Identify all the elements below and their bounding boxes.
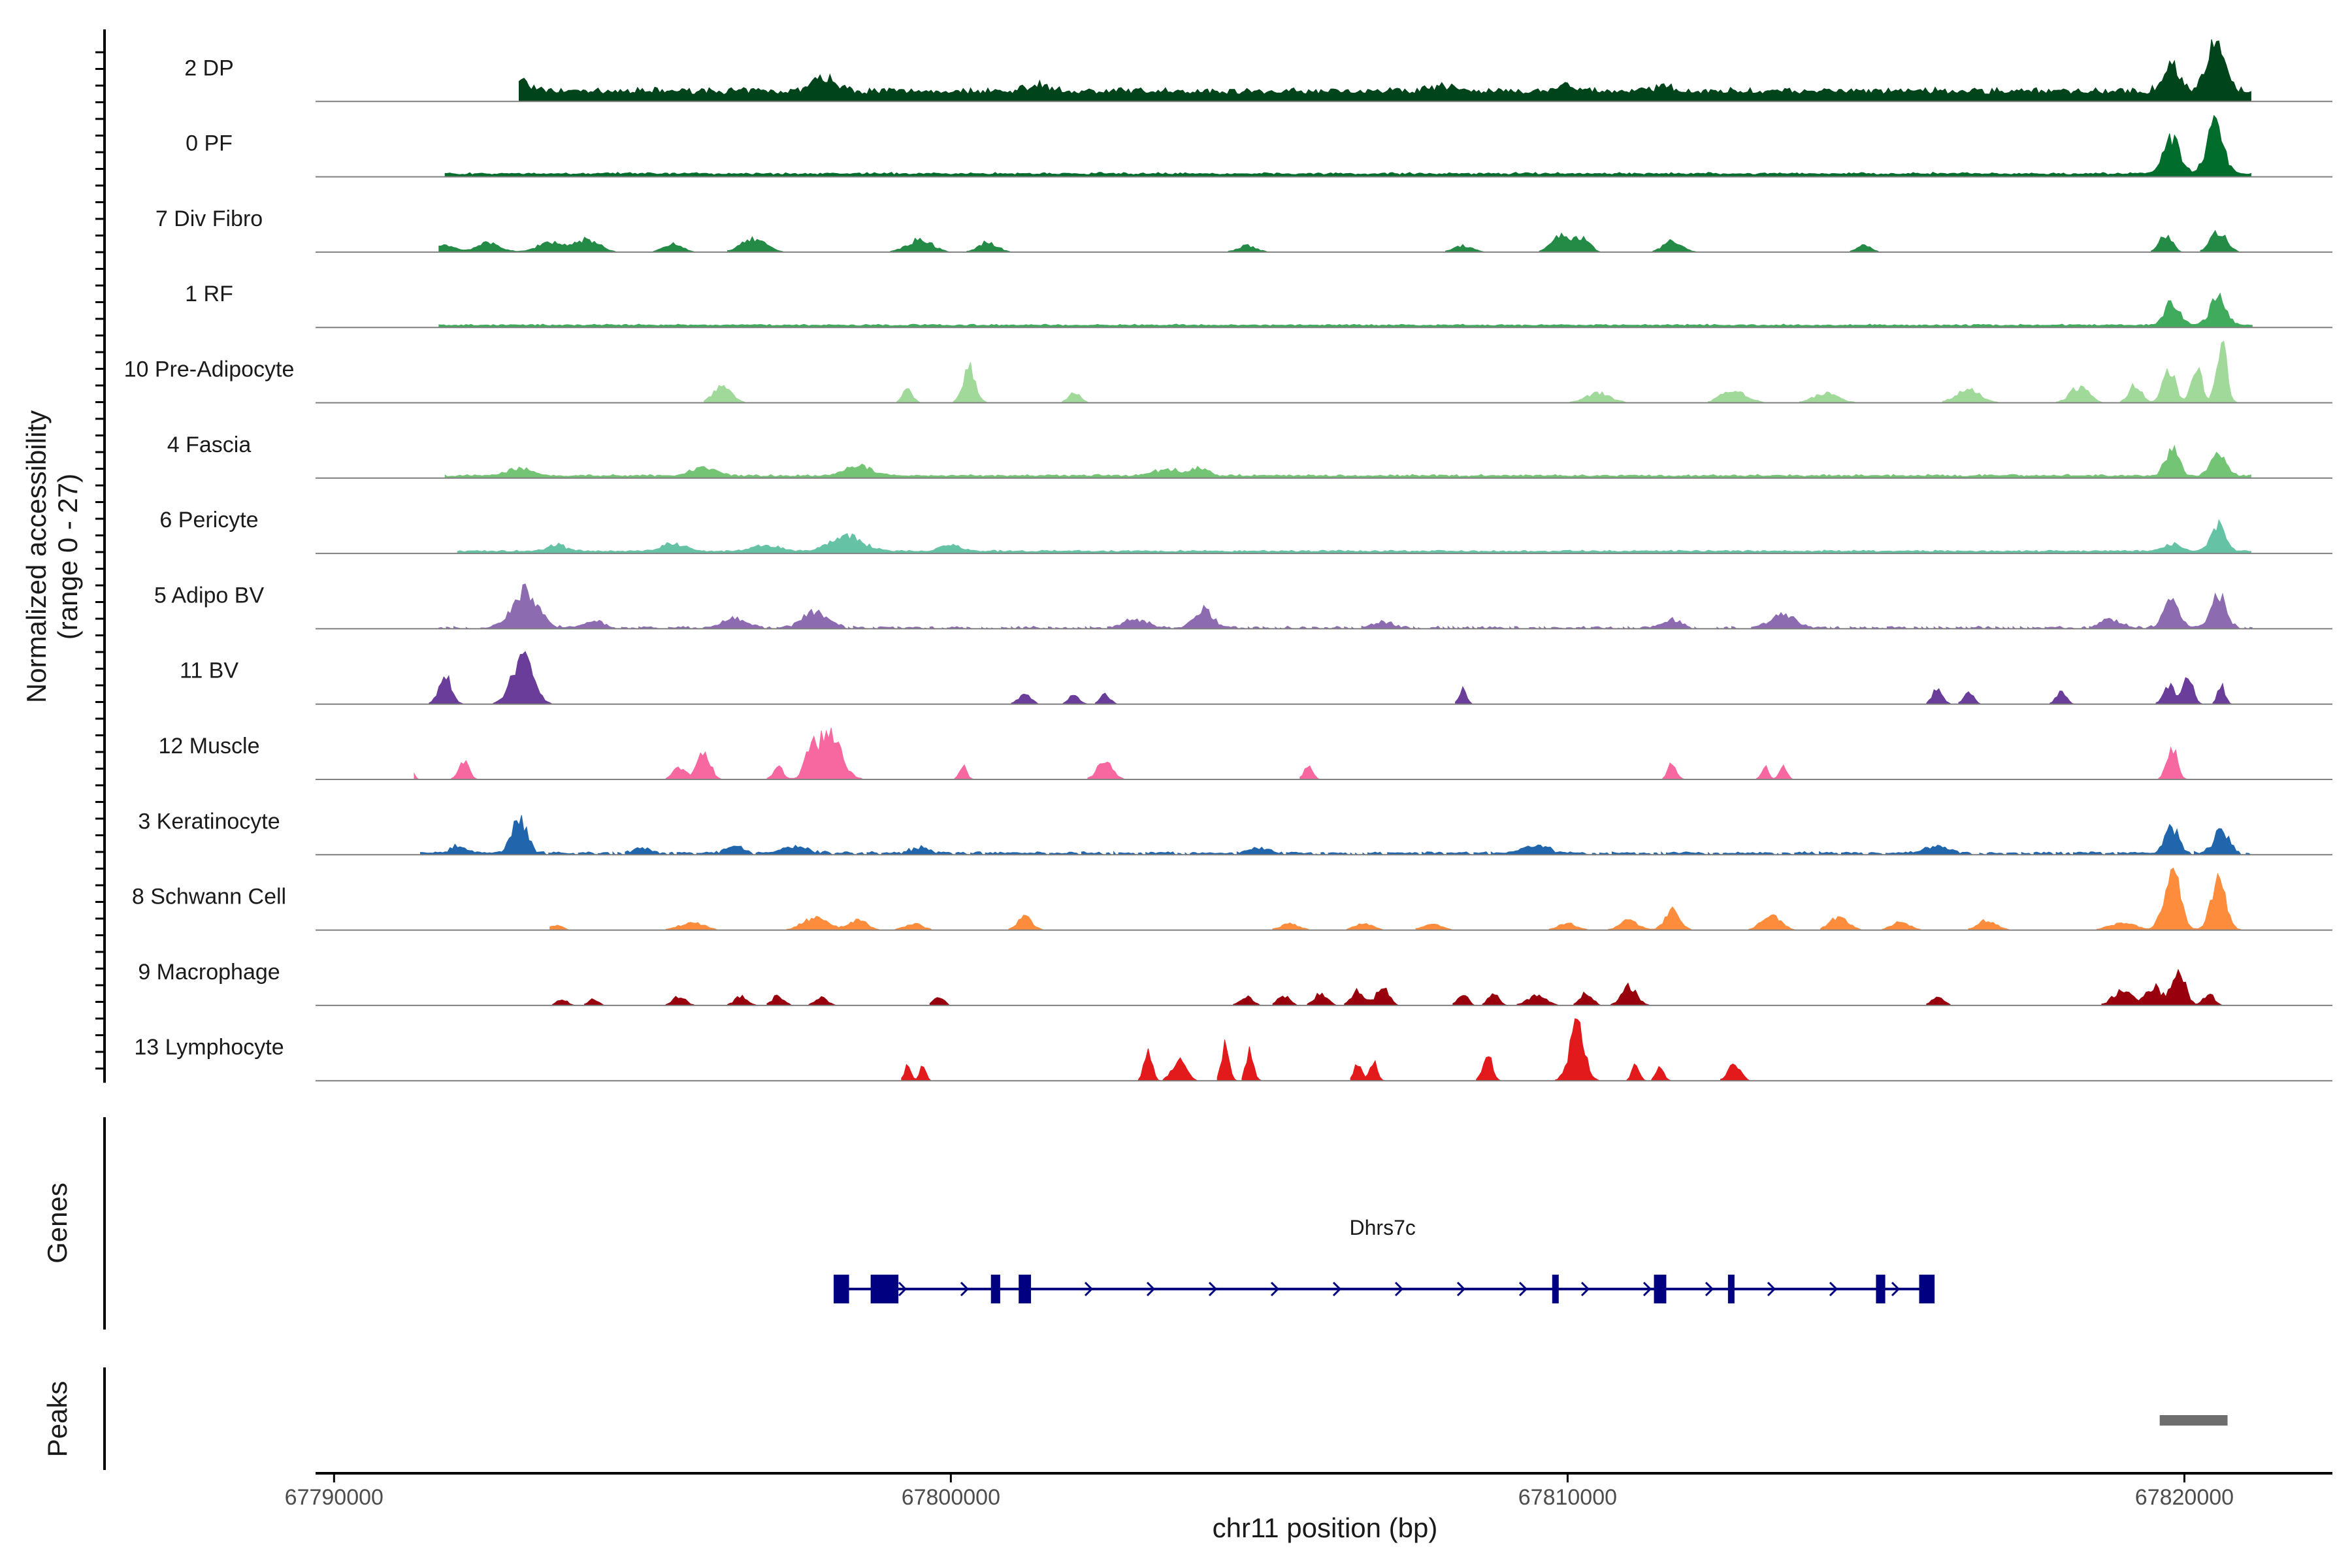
gene-exon	[1019, 1275, 1032, 1303]
peaks-track	[2159, 1415, 2228, 1426]
track-label: 13 Lymphocyte	[134, 1035, 284, 1060]
gene-exon	[990, 1275, 1000, 1303]
x-tick-label: 67800000	[902, 1485, 1000, 1510]
coverage-track	[316, 340, 2332, 404]
coverage-area	[429, 651, 2233, 705]
coverage-area	[420, 815, 2253, 855]
track-label: 7 Div Fibro	[155, 206, 263, 231]
track-label: 11 BV	[180, 659, 238, 683]
gene-annotation-track: Dhrs7c	[833, 1216, 1935, 1303]
strand-arrow-icon	[1767, 1281, 1776, 1297]
strand-arrow-icon	[1332, 1281, 1342, 1297]
coverage-track	[316, 1018, 2332, 1082]
strand-arrow-icon	[1084, 1281, 1094, 1297]
strand-arrow-icon	[1580, 1281, 1590, 1297]
gene-name-label: Dhrs7c	[1350, 1216, 1416, 1239]
track-labels: 2 DP 0 PF 7 Div Fibro 1 RF 10 Pre-Adipocyte 4…	[124, 56, 295, 1060]
x-axis-title: chr11 position (bp)	[1213, 1512, 1438, 1543]
strand-arrow-icon	[1394, 1281, 1404, 1297]
track-label: 8 Schwann Cell	[132, 885, 286, 909]
y-axis-title: Normalized accessibility	[21, 410, 52, 703]
coverage-track	[316, 292, 2332, 329]
coverage-track	[316, 651, 2332, 705]
peak-region-bar	[2159, 1415, 2228, 1426]
coverage-track	[316, 583, 2332, 630]
peaks-panel-label: Peaks	[42, 1381, 73, 1458]
coverage-track	[316, 444, 2332, 479]
coverage-area	[549, 867, 2243, 931]
strand-arrow-icon	[1891, 1281, 1901, 1297]
coverage-area	[438, 583, 2253, 629]
track-label: 1 RF	[185, 282, 233, 306]
strand-arrow-icon	[1146, 1281, 1156, 1297]
y-axis-subtitle: (range 0 - 27)	[52, 474, 83, 640]
coverage-area	[438, 229, 2240, 253]
x-tick-label: 67820000	[2135, 1485, 2234, 1510]
coverage-area	[444, 114, 2251, 178]
coverage-area	[704, 340, 2239, 403]
coverage-area	[438, 292, 2253, 328]
strand-arrow-icon	[1829, 1281, 1838, 1297]
coverage-track	[316, 519, 2332, 555]
coverage-track	[316, 39, 2332, 103]
coverage-tracks	[316, 39, 2332, 1082]
gene-exon	[1654, 1275, 1667, 1303]
genes-panel-label: Genes	[42, 1183, 73, 1264]
gene-exon	[870, 1275, 899, 1303]
coverage-area	[519, 39, 2251, 102]
y-axis	[95, 29, 106, 1083]
coverage-area	[444, 444, 2251, 479]
coverage-area	[901, 1018, 1751, 1081]
coverage-track	[316, 867, 2332, 931]
strand-arrow-icon	[1270, 1281, 1280, 1297]
track-label: 5 Adipo BV	[154, 583, 265, 608]
coverage-track	[316, 815, 2332, 856]
gene-exon	[1727, 1275, 1735, 1303]
x-tick-label: 67790000	[285, 1485, 384, 1510]
coverage-track	[316, 727, 2332, 780]
gene-exon	[833, 1275, 849, 1303]
track-label: 9 Macrophage	[138, 960, 280, 985]
strand-arrow-icon	[1642, 1281, 1652, 1297]
strand-arrow-icon	[1705, 1281, 1714, 1297]
coverage-area	[457, 519, 2251, 554]
gene-exon	[1552, 1275, 1559, 1303]
track-label: 3 Keratinocyte	[138, 809, 280, 834]
coverage-track	[316, 229, 2332, 253]
track-label: 4 Fascia	[167, 433, 252, 457]
gene-exon	[1919, 1275, 1935, 1303]
strand-arrow-icon	[1518, 1281, 1528, 1297]
strand-arrow-icon	[898, 1281, 907, 1297]
track-label: 12 Muscle	[159, 734, 260, 759]
coverage-area	[552, 968, 2223, 1006]
track-label: 6 Pericyte	[159, 508, 258, 532]
coverage-track	[316, 114, 2332, 178]
track-label: 2 DP	[184, 56, 234, 80]
x-axis: 67790000 67800000 67810000 67820000	[285, 1472, 2332, 1510]
strand-arrow-icon	[1456, 1281, 1466, 1297]
coverage-area	[414, 727, 2189, 780]
x-tick-label: 67810000	[1518, 1485, 1617, 1510]
strand-arrow-icon	[1208, 1281, 1218, 1297]
track-label: 0 PF	[186, 131, 233, 156]
gene-model: Dhrs7c	[833, 1216, 1935, 1303]
gene-exon	[1876, 1275, 1886, 1303]
track-label: 10 Pre-Adipocyte	[124, 357, 295, 382]
coverage-track	[316, 968, 2332, 1006]
strand-arrow-icon	[960, 1281, 970, 1297]
